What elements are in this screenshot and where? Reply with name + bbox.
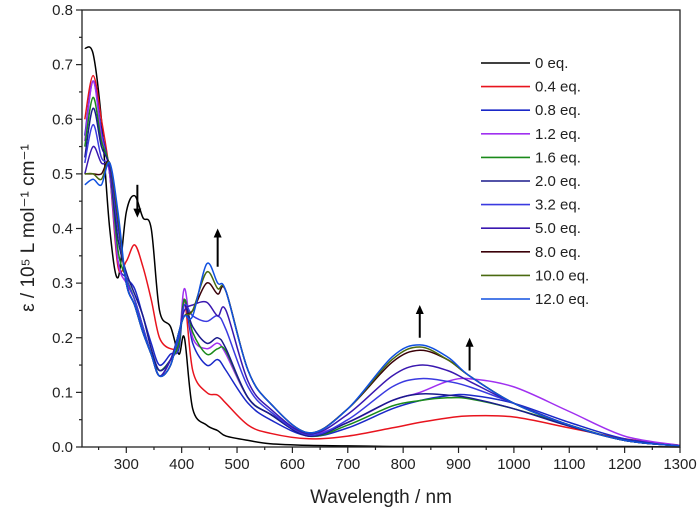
legend-label: 0 eq. <box>535 55 568 72</box>
x-tick-label: 1300 <box>663 456 696 473</box>
legend-item: 0 eq. <box>481 55 568 72</box>
legend-item: 2.0 eq. <box>481 173 581 190</box>
legend-label: 0.8 eq. <box>535 102 581 119</box>
y-axis: 0.0 0.1 0.2 0.3 0.4 0.5 0.6 0.7 0.8 <box>52 2 82 456</box>
x-tick-label: 600 <box>280 456 305 473</box>
y-tick-label: 0.7 <box>52 57 73 74</box>
arrow-down-0 <box>133 184 142 218</box>
plot-frame <box>81 9 681 448</box>
series-line-4 <box>84 96 681 447</box>
x-tick-label: 300 <box>114 456 139 473</box>
y-tick-label: 0.1 <box>52 384 73 401</box>
y-tick-label: 0.8 <box>52 2 73 19</box>
y-tick-label: 0.2 <box>52 330 73 347</box>
x-tick-label: 900 <box>446 456 471 473</box>
series-line-5 <box>84 107 681 447</box>
series-line-3 <box>84 80 681 447</box>
arrow-up-2 <box>415 304 424 338</box>
y-axis-label: ε / 10⁵ L mol⁻¹ cm⁻¹ <box>18 144 39 312</box>
legend-label: 12.0 eq. <box>535 291 589 308</box>
legend-label: 10.0 eq. <box>535 267 589 284</box>
x-tick-label: 1200 <box>608 456 641 473</box>
legend-item: 12.0 eq. <box>481 291 589 308</box>
series-line-2 <box>84 80 681 447</box>
annotation-arrows <box>133 184 474 371</box>
x-tick-label: 400 <box>169 456 194 473</box>
legend-label: 5.0 eq. <box>535 220 581 237</box>
legend-label: 0.4 eq. <box>535 79 581 96</box>
series-line-1 <box>84 74 681 447</box>
legend-label: 3.2 eq. <box>535 197 581 214</box>
x-tick-label: 1000 <box>497 456 530 473</box>
legend-item: 1.6 eq. <box>481 149 581 166</box>
y-tick-label: 0.3 <box>52 275 73 292</box>
x-tick-label: 1100 <box>553 456 585 473</box>
arrow-up-3 <box>465 337 474 371</box>
legend-label: 1.2 eq. <box>535 126 581 143</box>
y-tick-label: 0.4 <box>52 221 73 238</box>
x-axis: 300 400 500 600 700 800 900 1000 1100 1200 1300 <box>98 447 697 473</box>
legend-item: 3.2 eq. <box>481 197 581 214</box>
legend-label: 8.0 eq. <box>535 244 581 261</box>
legend-item: 0.4 eq. <box>481 79 581 96</box>
series-line-0 <box>84 46 681 448</box>
series-line-7 <box>84 145 681 447</box>
x-axis-label: Wavelength / nm <box>310 487 452 508</box>
series-line-8 <box>84 160 681 447</box>
y-tick-label: 0.6 <box>52 111 73 128</box>
x-tick-label: 700 <box>335 456 360 473</box>
series-line-9 <box>84 160 681 447</box>
x-tick-label: 800 <box>391 456 416 473</box>
series-layer <box>84 46 681 448</box>
legend-label: 1.6 eq. <box>535 149 581 166</box>
legend-label: 2.0 eq. <box>535 173 581 190</box>
y-tick-label: 0.5 <box>52 166 73 183</box>
arrow-up-1 <box>213 228 222 267</box>
series-line-10 <box>84 161 681 447</box>
legend-item: 5.0 eq. <box>481 220 581 237</box>
legend-item: 8.0 eq. <box>481 244 581 261</box>
y-tick-label: 0.0 <box>52 439 73 456</box>
x-tick-label: 500 <box>225 456 250 473</box>
legend-item: 0.8 eq. <box>481 102 581 119</box>
legend-item: 1.2 eq. <box>481 126 581 143</box>
series-line-6 <box>84 123 681 447</box>
legend: 0 eq. 0.4 eq. 0.8 eq. 1.2 eq. 1.6 eq. 2.0 eq.… <box>481 55 589 308</box>
legend-item: 10.0 eq. <box>481 267 589 284</box>
